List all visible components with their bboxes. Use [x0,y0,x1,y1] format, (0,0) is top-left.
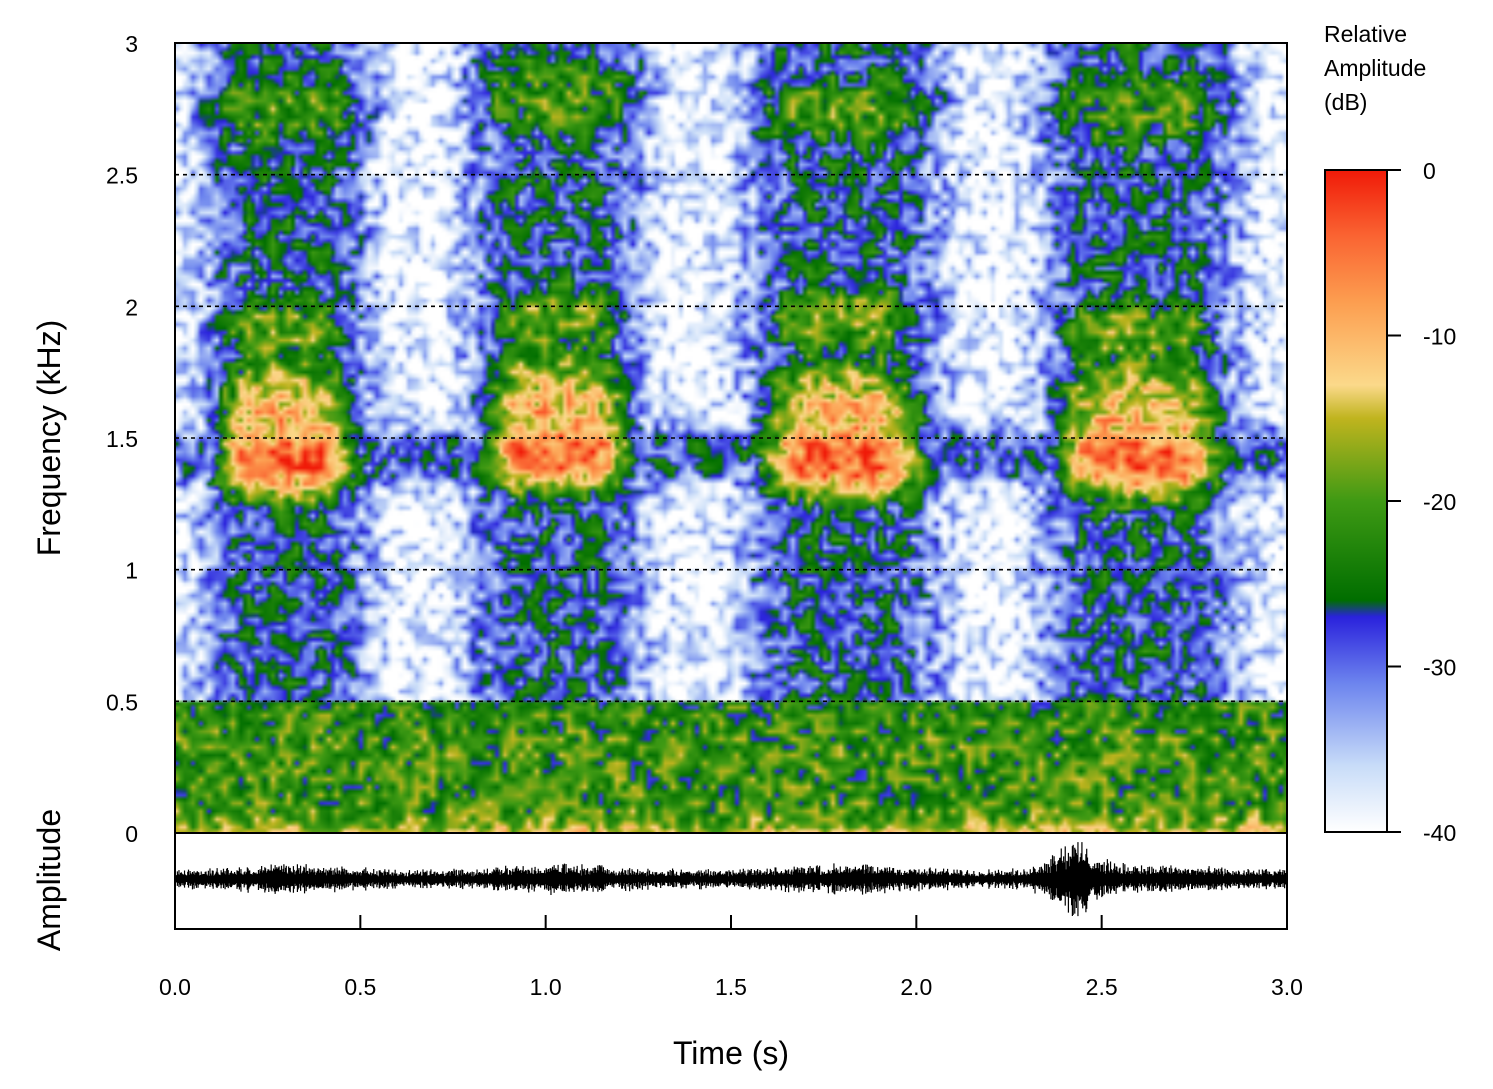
frequency-tick-label: 0 [125,821,138,847]
colorbar-title-line-1: Relative [1324,21,1407,47]
colorbar-axis: 0 -10 -20 -30 -40 [1387,158,1456,846]
time-tick-label: 0.0 [159,974,191,1000]
frequency-gridlines [175,173,1287,703]
time-tick-label: 0.5 [344,974,376,1000]
frequency-tick-label: 1 [125,558,138,584]
waveform-path [175,842,1287,917]
time-axis: 0.0 0.5 1.0 1.5 2.0 2.5 3.0 [159,915,1303,1000]
colorbar-tick-label: -30 [1423,655,1456,681]
colorbar-title-line-2: Amplitude [1324,55,1426,81]
time-tick-label: 2.0 [900,974,932,1000]
colorbar-tick-label: 0 [1423,158,1436,184]
colorbar [1324,169,1388,833]
frequency-tick-label: 1.5 [106,426,138,452]
amplitude-axis-title: Amplitude [31,809,67,951]
frequency-tick-label: 3 [125,31,138,57]
time-tick-label: 1.5 [715,974,747,1000]
colorbar-title-line-3: (dB) [1324,89,1367,115]
time-axis-title: Time (s) [673,1035,789,1071]
oscillogram-waveform [175,842,1287,917]
colorbar-tick-label: -20 [1423,489,1456,515]
colorbar-tick-label: -40 [1423,820,1456,846]
frequency-tick-label: 2.5 [106,163,138,189]
colorbar-tick-label: -10 [1423,324,1456,350]
time-tick-label: 2.5 [1086,974,1118,1000]
time-tick-label: 1.0 [530,974,562,1000]
time-tick-label: 3.0 [1271,974,1303,1000]
frequency-axis: 0 0.5 1 1.5 2 2.5 3 [106,31,138,847]
colorbar-title: Relative Amplitude (dB) [1324,21,1426,115]
frequency-axis-title: Frequency (kHz) [31,320,67,557]
frequency-tick-label: 0.5 [106,689,138,715]
frequency-tick-label: 2 [125,294,138,320]
